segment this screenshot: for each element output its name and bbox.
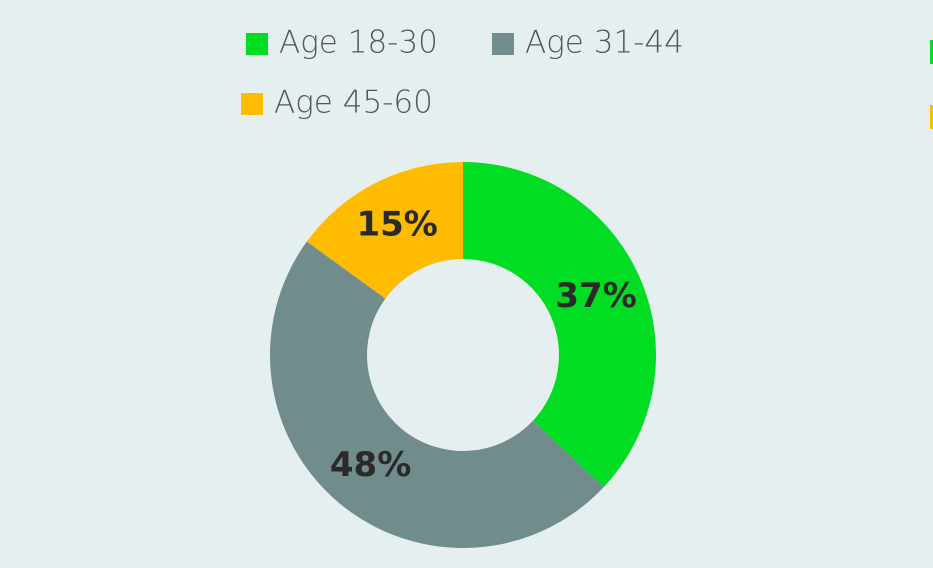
- legend-label: Age 45-60: [274, 85, 433, 121]
- data-label: 48%: [330, 445, 411, 485]
- donut-slice: [270, 241, 604, 548]
- cropped-marker: [930, 40, 933, 64]
- donut-slice: [463, 162, 656, 488]
- legend-label: Age 31-44: [525, 25, 684, 61]
- legend-swatch: [246, 33, 268, 55]
- cropped-marker: [930, 105, 933, 129]
- data-label: 15%: [356, 204, 437, 244]
- donut-slice: [306, 162, 463, 299]
- data-label: 37%: [555, 276, 636, 316]
- legend-swatch: [492, 33, 514, 55]
- legend-label: Age 18-30: [279, 25, 438, 61]
- legend-swatch: [241, 93, 263, 115]
